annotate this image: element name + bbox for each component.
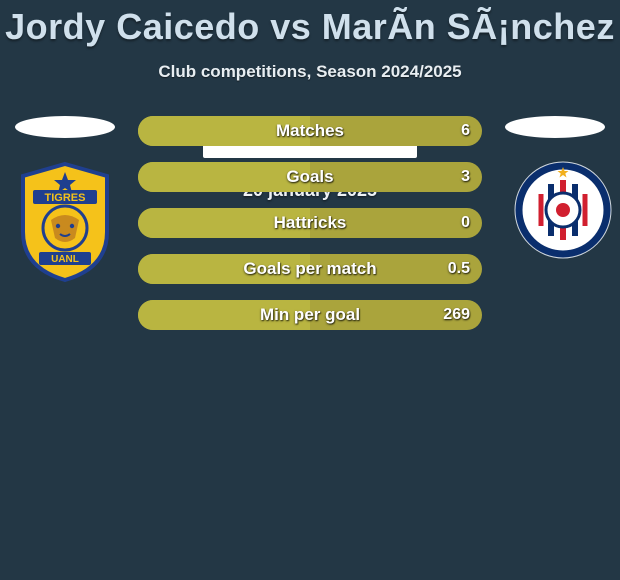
svg-text:TIGRES: TIGRES xyxy=(45,192,86,204)
left-player-column: TIGRES UANL xyxy=(10,116,120,284)
stat-bar-right-value: 3 xyxy=(461,162,470,192)
stat-bar: Hattricks0 xyxy=(138,208,482,238)
stat-bar: Goals per match0.5 xyxy=(138,254,482,284)
tigres-badge: TIGRES UANL xyxy=(15,160,115,284)
tigres-badge-icon: TIGRES UANL xyxy=(15,160,115,284)
stat-bar-label: Matches xyxy=(138,116,482,146)
svg-text:UANL: UANL xyxy=(51,254,79,265)
stat-bar-label: Hattricks xyxy=(138,208,482,238)
stat-bar-right-value: 0 xyxy=(461,208,470,238)
stat-bar-label: Goals per match xyxy=(138,254,482,284)
stat-bar-right-value: 269 xyxy=(443,300,470,330)
left-player-ellipse xyxy=(15,116,115,138)
stat-bar-label: Goals xyxy=(138,162,482,192)
right-player-column xyxy=(500,116,610,244)
page-title: Jordy Caicedo vs MarÃ­n SÃ¡nchez xyxy=(0,0,620,48)
stat-bar: Matches6 xyxy=(138,116,482,146)
right-player-ellipse xyxy=(505,116,605,138)
subtitle: Club competitions, Season 2024/2025 xyxy=(0,62,620,82)
chivas-badge-icon xyxy=(513,160,613,260)
chivas-badge xyxy=(513,160,597,244)
stat-bar: Goals3 xyxy=(138,162,482,192)
stat-bars: Matches6Goals3Hattricks0Goals per match0… xyxy=(138,116,482,346)
stat-bar-right-value: 0.5 xyxy=(448,254,470,284)
stat-bar-right-value: 6 xyxy=(461,116,470,146)
stat-bar-label: Min per goal xyxy=(138,300,482,330)
stat-bar: Min per goal269 xyxy=(138,300,482,330)
